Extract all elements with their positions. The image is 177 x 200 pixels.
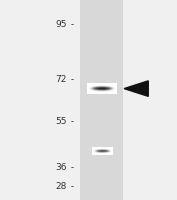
Text: -: - bbox=[68, 20, 74, 29]
Text: 55: 55 bbox=[55, 116, 67, 125]
Text: 95: 95 bbox=[55, 20, 67, 29]
Polygon shape bbox=[124, 81, 148, 97]
Text: -: - bbox=[68, 181, 74, 190]
Text: 72: 72 bbox=[55, 75, 67, 84]
Bar bbox=[81, 0, 123, 200]
Text: -: - bbox=[68, 116, 74, 125]
Text: -: - bbox=[68, 75, 74, 84]
Text: 28: 28 bbox=[55, 181, 67, 190]
Text: 36: 36 bbox=[55, 162, 67, 171]
Text: -: - bbox=[68, 162, 74, 171]
